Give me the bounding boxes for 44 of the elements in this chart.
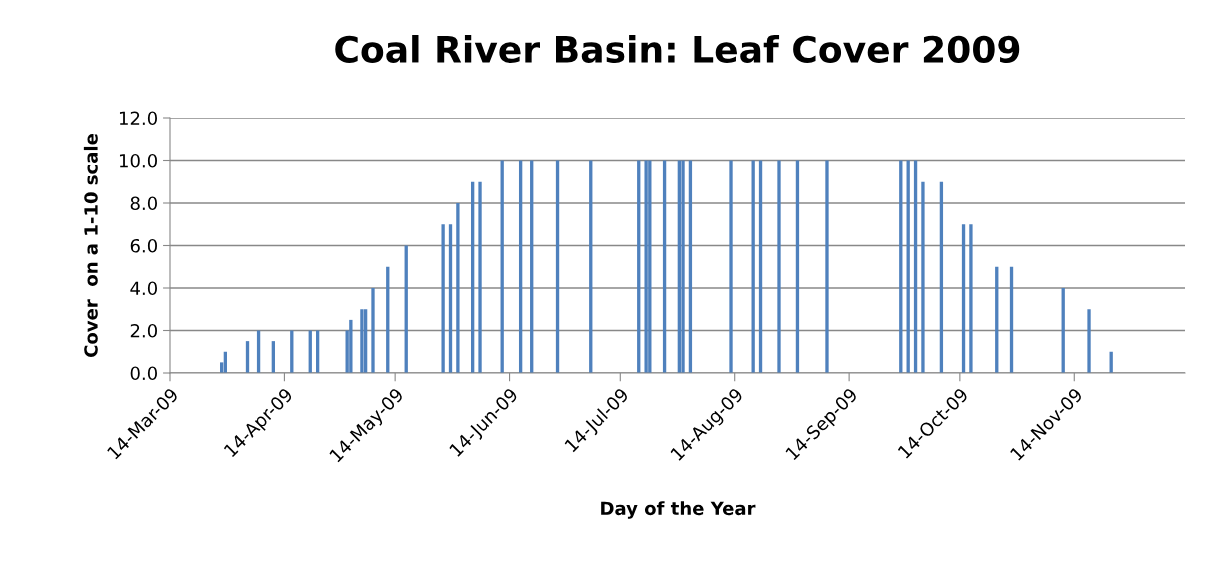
bar <box>681 160 685 373</box>
bar <box>961 224 966 373</box>
bar <box>939 181 944 373</box>
bar <box>729 160 733 373</box>
bar <box>500 160 504 373</box>
bar <box>349 319 353 373</box>
bar <box>662 160 667 373</box>
bar <box>906 160 910 373</box>
bar <box>677 160 682 373</box>
y-tick-label: 4.0 <box>130 281 157 296</box>
bar <box>644 160 648 373</box>
bar <box>637 160 641 373</box>
bar <box>1087 309 1091 373</box>
bar <box>518 160 523 373</box>
bar <box>969 224 973 373</box>
bar <box>530 160 534 373</box>
y-tick-label: 8.0 <box>130 196 157 211</box>
bar <box>441 224 445 373</box>
chart-title: Coal River Basin: Leaf Cover 2009 <box>335 35 1020 63</box>
bar <box>456 203 460 373</box>
bar <box>751 160 755 373</box>
bar <box>589 160 593 373</box>
bar <box>371 288 375 373</box>
y-axis-title: Cover on a 1-10 scale <box>83 134 98 357</box>
x-axis-title: Day of the Year <box>601 501 756 519</box>
bar <box>921 181 925 373</box>
y-tick-label: 2.0 <box>130 323 157 338</box>
bar <box>470 181 475 373</box>
bar <box>360 309 364 373</box>
y-tick-label: 12.0 <box>119 111 157 126</box>
y-tick-label: 10.0 <box>119 153 157 168</box>
bar <box>648 160 652 373</box>
bar <box>555 160 560 373</box>
y-tick-label: 0.0 <box>130 366 157 381</box>
bar <box>758 160 763 373</box>
bar <box>478 181 482 373</box>
y-tick-label: 6.0 <box>130 238 157 253</box>
bar <box>795 160 800 373</box>
bar <box>448 224 453 373</box>
bar <box>913 160 918 373</box>
bar <box>899 160 903 373</box>
bar <box>688 160 693 373</box>
bar <box>825 160 829 373</box>
bar <box>777 160 781 373</box>
